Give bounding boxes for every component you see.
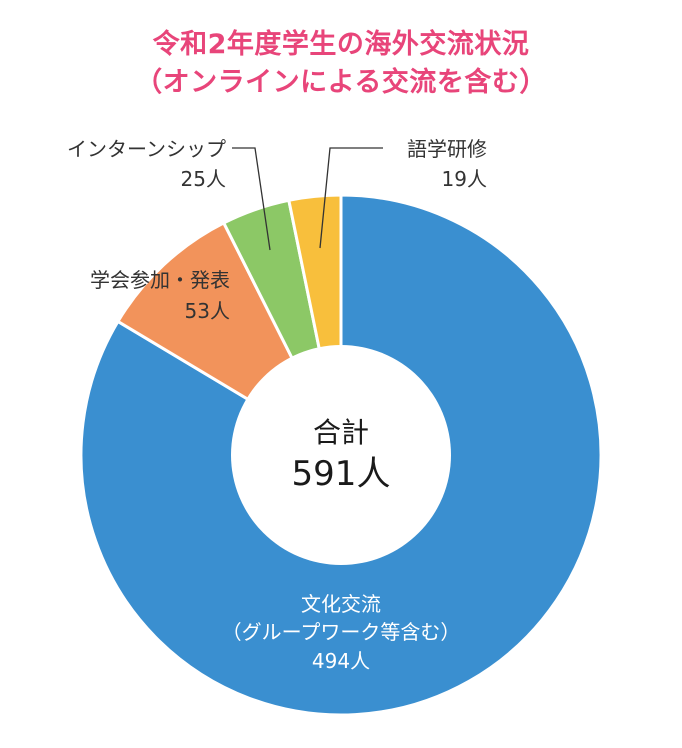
slice-name-internship: インターンシップ: [67, 137, 226, 161]
center-total-value: 591人: [292, 454, 391, 494]
slice-name-culture-line-2: （グループワーク等含む）: [222, 620, 461, 644]
slice-value-conference: 53人: [185, 299, 230, 323]
slice-value-language: 19人: [442, 167, 487, 191]
slice-label-internship: インターンシップ 25人: [67, 137, 226, 191]
slice-label-conference: 学会参加・発表 53人: [90, 268, 230, 323]
slice-name-language: 語学研修: [407, 137, 487, 161]
slice-value-culture: 494人: [312, 649, 370, 673]
center-total-label: 合計: [313, 416, 369, 449]
slice-label-culture: 文化交流 （グループワーク等含む） 494人: [222, 592, 461, 673]
slice-name-culture-line-1: 文化交流: [301, 592, 381, 616]
slice-name-conference: 学会参加・発表: [90, 268, 230, 292]
donut-hole: [231, 345, 451, 565]
leader-line-language: [319, 147, 383, 249]
leader-lines: [232, 147, 383, 251]
chart-title-line-2: （オンラインによる交流を含む）: [135, 67, 547, 98]
chart-title-line-1: 令和2年度学生の海外交流状況: [152, 29, 530, 60]
slice-value-internship: 25人: [181, 167, 226, 191]
slice-label-language: 語学研修 19人: [407, 137, 487, 191]
leader-line-internship: [232, 147, 271, 251]
